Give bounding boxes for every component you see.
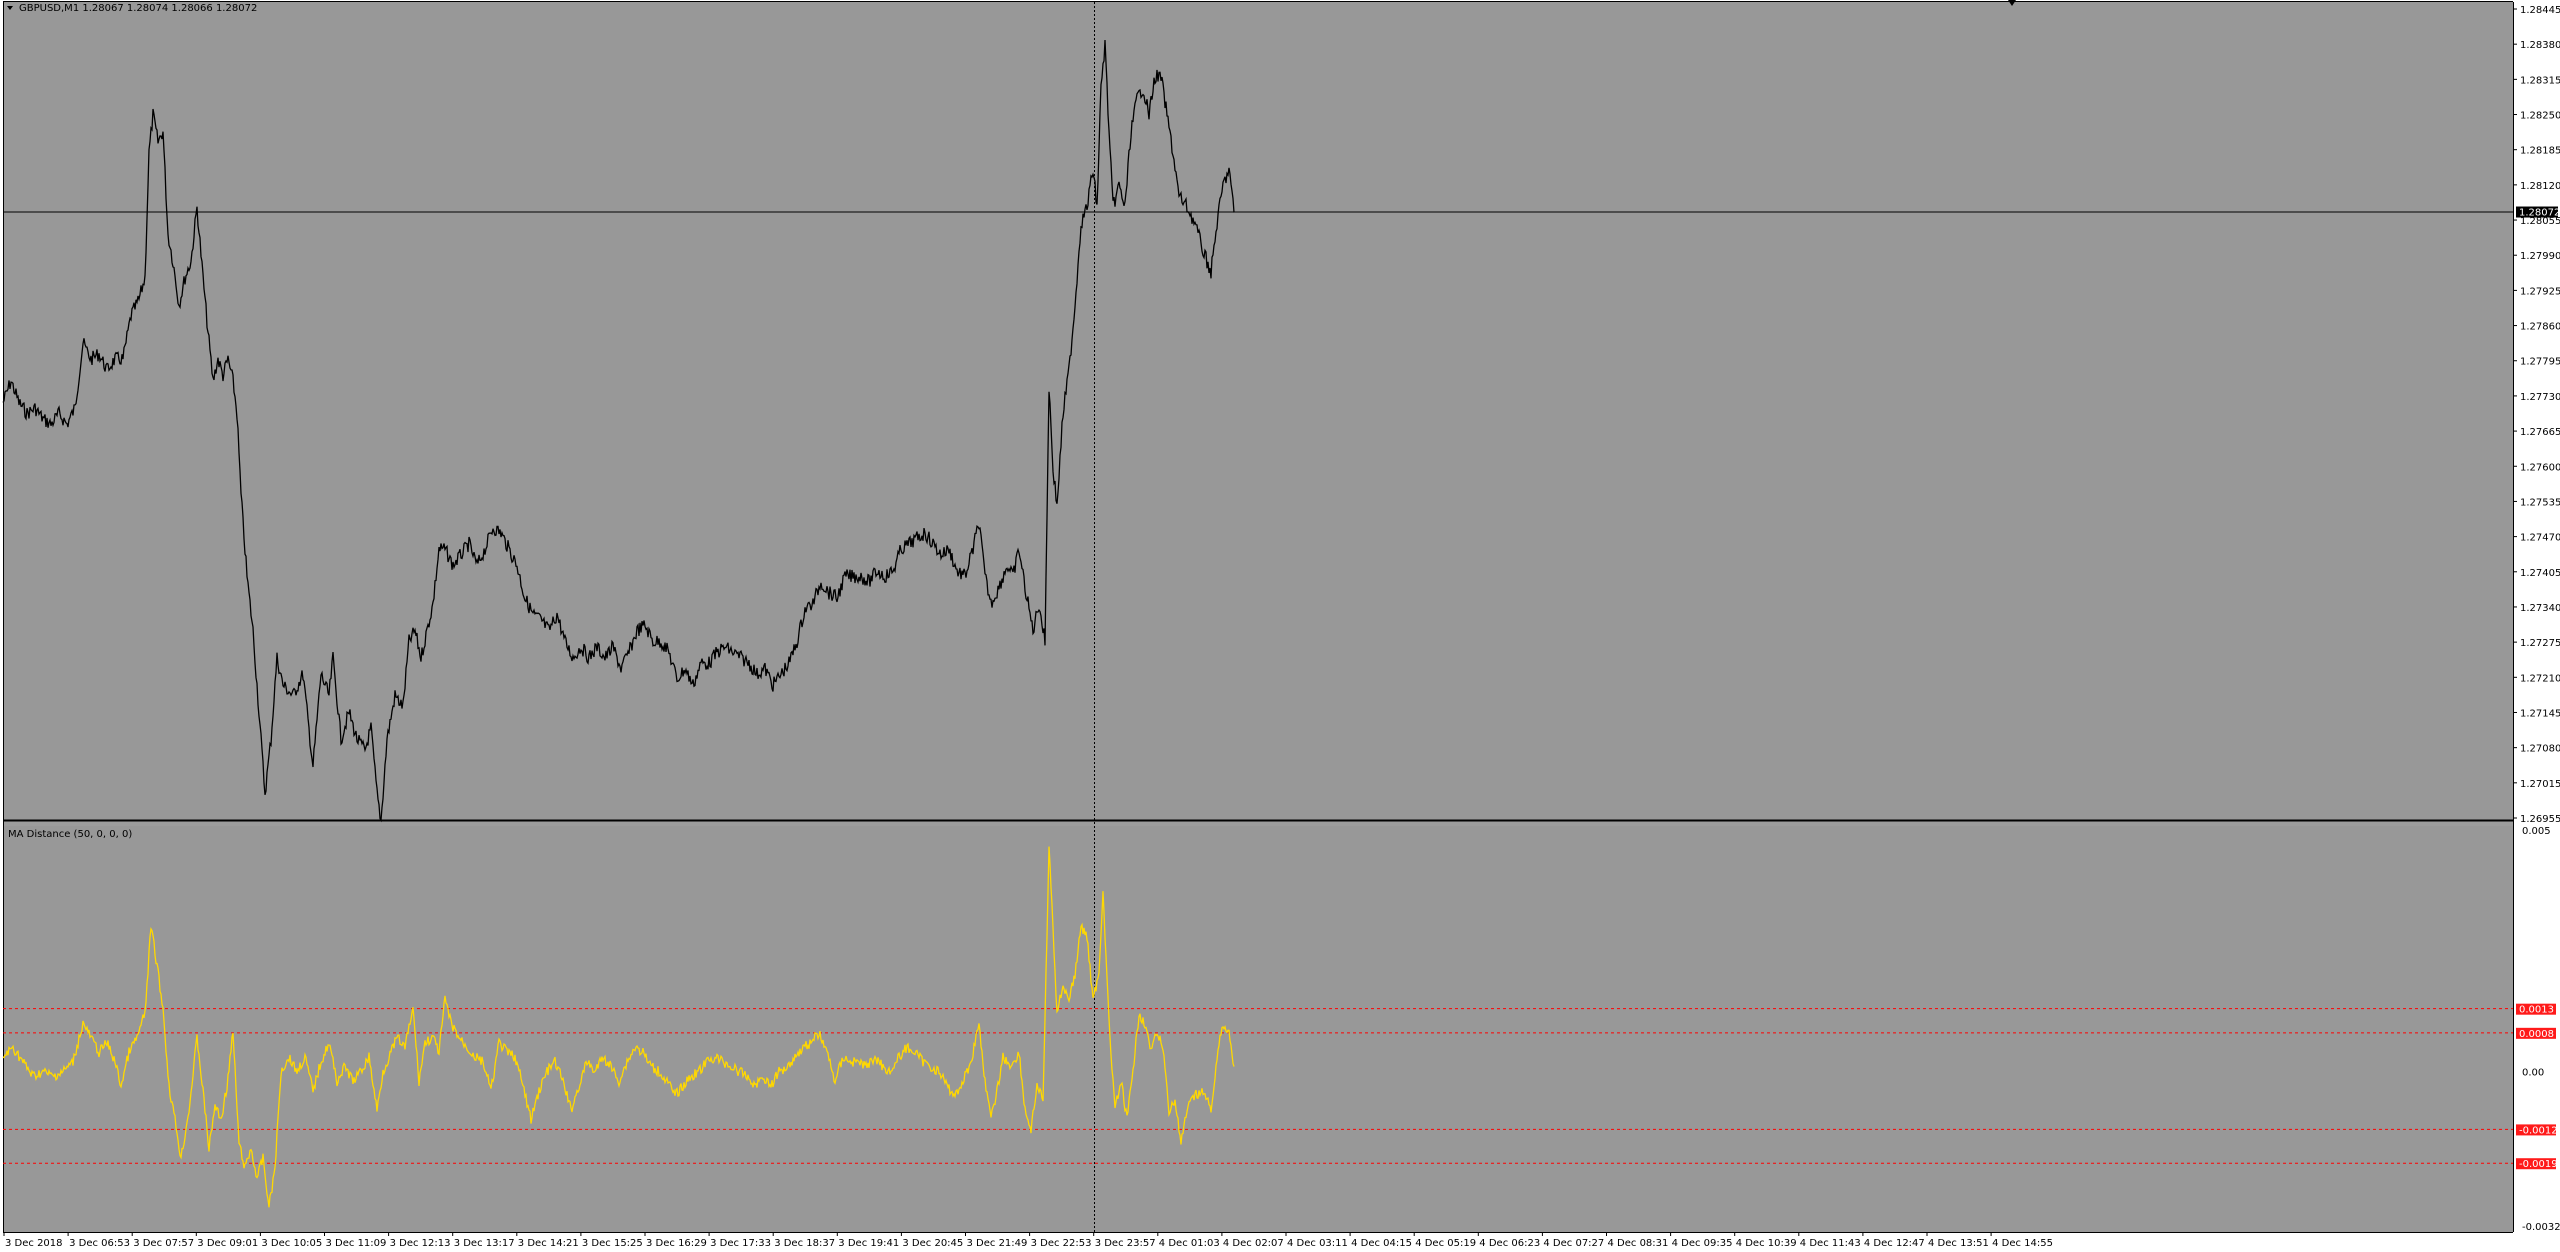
time-tick-label: 3 Dec 15:25 (582, 1238, 643, 1249)
price-tick-label: 1.28250 (2520, 111, 2560, 122)
price-axis-ticks: 1.28445 1.28380 1.28315 1.28250 1.28185 1.281… (2513, 5, 2560, 825)
time-tick-label: 4 Dec 12:47 (1864, 1238, 1925, 1249)
indicator-levels: 0.0013 0.0008 -0.0012 -0.0019 (3, 1003, 2558, 1170)
price-tick-label: 1.27860 (2520, 322, 2560, 333)
level-tag-label: 0.0008 (2519, 1029, 2554, 1040)
time-tick-label: 3 Dec 12:13 (390, 1238, 451, 1249)
indicator-axis-ticks: 0.005 0.00 -0.0032 (2522, 826, 2560, 1233)
time-tick-label: 4 Dec 05:19 (1415, 1238, 1476, 1249)
time-tick-label: 4 Dec 06:23 (1479, 1238, 1540, 1249)
price-tick-label: 1.27275 (2520, 638, 2560, 649)
price-tick-label: 1.27665 (2520, 427, 2560, 438)
indicator-panel-background[interactable] (3, 826, 2513, 1232)
time-tick-label: 4 Dec 14:55 (1992, 1238, 2053, 1249)
indicator-tick-label: -0.0032 (2522, 1222, 2560, 1233)
indicator-tick-label: 0.005 (2522, 826, 2551, 837)
time-tick-label: 3 Dec 13:17 (454, 1238, 515, 1249)
price-tick-label: 1.27600 (2520, 462, 2560, 473)
time-tick-label: 4 Dec 10:39 (1736, 1238, 1797, 1249)
time-tick-label: 4 Dec 11:43 (1800, 1238, 1861, 1249)
time-tick-label: 3 Dec 17:33 (710, 1238, 771, 1249)
price-panel-title: GBPUSD,M1 1.28067 1.28074 1.28066 1.2807… (19, 3, 257, 14)
indicator-panel-title: MA Distance (50, 0, 0, 0) (8, 829, 132, 840)
price-tick-label: 1.28055 (2520, 216, 2560, 227)
time-tick-label: 3 Dec 22:53 (1031, 1238, 1092, 1249)
time-tick-label: 3 Dec 23:57 (1095, 1238, 1156, 1249)
price-tick-label: 1.26955 (2520, 814, 2560, 825)
price-panel-background[interactable] (3, 2, 2513, 820)
time-tick-label: 4 Dec 04:15 (1351, 1238, 1412, 1249)
current-price-tag: 1.28072 (2516, 206, 2560, 219)
time-tick-label: 3 Dec 2018 (5, 1238, 63, 1249)
time-tick-label: 4 Dec 09:35 (1672, 1238, 1733, 1249)
level-tag-label: -0.0012 (2519, 1125, 2558, 1136)
time-tick-label: 4 Dec 07:27 (1543, 1238, 1604, 1249)
time-tick-label: 4 Dec 08:31 (1608, 1238, 1669, 1249)
time-tick-label: 3 Dec 18:37 (774, 1238, 835, 1249)
level-tag-label: 0.0013 (2519, 1005, 2554, 1016)
chart-menu-triangle[interactable] (7, 6, 13, 10)
current-price-tag-text: 1.28072 (2519, 208, 2560, 219)
indicator-tick-label: 0.00 (2522, 1067, 2544, 1078)
price-tick-label: 1.27145 (2520, 708, 2560, 719)
price-tick-label: 1.28120 (2520, 181, 2560, 192)
time-tick-label: 4 Dec 02:07 (1223, 1238, 1284, 1249)
price-tick-label: 1.27730 (2520, 392, 2560, 403)
price-tick-label: 1.27340 (2520, 603, 2560, 614)
time-tick-label: 4 Dec 13:51 (1928, 1238, 1989, 1249)
level-tag (2516, 1027, 2556, 1039)
level-tag (2516, 1003, 2556, 1015)
time-tick-label: 4 Dec 03:11 (1287, 1238, 1348, 1249)
time-tick-label: 3 Dec 16:29 (646, 1238, 707, 1249)
price-tick-label: 1.28445 (2520, 5, 2560, 16)
price-tick-label: 1.27210 (2520, 673, 2560, 684)
price-tick-label: 1.28185 (2520, 146, 2560, 157)
time-axis-ticks: 3 Dec 2018 3 Dec 06:53 3 Dec 07:57 3 Dec 09… (3, 1232, 2053, 1249)
time-tick-label: 3 Dec 09:01 (197, 1238, 258, 1249)
price-tick-label: 1.27795 (2520, 357, 2560, 368)
time-tick-label: 3 Dec 21:49 (967, 1238, 1028, 1249)
time-tick-label: 3 Dec 19:41 (838, 1238, 899, 1249)
price-tick-label: 1.27405 (2520, 568, 2560, 579)
time-tick-label: 3 Dec 06:53 (69, 1238, 130, 1249)
price-series-line (2, 39, 1235, 823)
time-tick-label: 4 Dec 01:03 (1159, 1238, 1220, 1249)
price-tick-label: 1.28380 (2520, 40, 2560, 51)
price-tick-label: 1.28315 (2520, 75, 2560, 86)
time-tick-label: 3 Dec 14:21 (518, 1238, 579, 1249)
time-tick-label: 3 Dec 20:45 (902, 1238, 963, 1249)
level-tag (2516, 1158, 2556, 1170)
indicator-series-line (2, 846, 1235, 1208)
chart-shift-marker[interactable] (2008, 0, 2016, 6)
level-tag (2516, 1124, 2556, 1136)
panel-splitter[interactable] (3, 820, 2513, 826)
price-tick-label: 1.27535 (2520, 497, 2560, 508)
time-tick-label: 3 Dec 10:05 (261, 1238, 322, 1249)
time-tick-label: 3 Dec 11:09 (326, 1238, 387, 1249)
price-tick-label: 1.27925 (2520, 286, 2560, 297)
time-tick-label: 3 Dec 07:57 (133, 1238, 194, 1249)
price-tick-label: 1.27015 (2520, 779, 2560, 790)
price-tick-label: 1.27080 (2520, 744, 2560, 755)
price-tick-label: 1.27470 (2520, 533, 2560, 544)
price-tick-label: 1.27990 (2520, 251, 2560, 262)
level-tag-label: -0.0019 (2519, 1159, 2558, 1170)
